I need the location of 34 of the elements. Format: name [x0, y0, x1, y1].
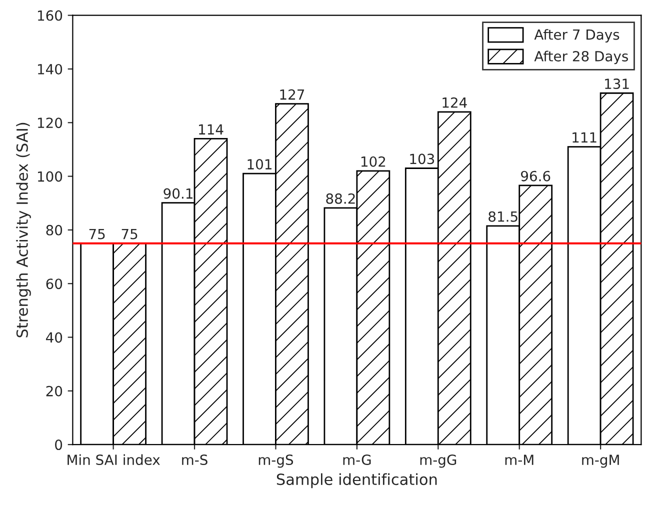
y-tick-label: 140: [38, 64, 62, 74]
data-label: 101: [248, 159, 272, 170]
x-tick-label: m-gS: [258, 454, 294, 468]
data-label: 111: [572, 132, 596, 143]
y-tick-label: 100: [38, 171, 62, 182]
data-label: 90.1: [164, 188, 192, 199]
y-axis-title: Strength Activity Index (SAI): [16, 122, 31, 338]
x-tick-label: m-gG: [420, 454, 456, 468]
data-label: 88.2: [326, 193, 355, 204]
y-tick-label: 60: [46, 278, 62, 290]
y-tick-label: 120: [38, 118, 62, 128]
y-tick-label: 0: [55, 440, 62, 450]
data-label: 131: [605, 78, 629, 90]
y-tick-label: 160: [38, 10, 62, 21]
data-label: 103: [410, 154, 434, 164]
data-label: 114: [199, 124, 224, 134]
x-tick-label: m-gM: [582, 454, 619, 468]
data-label: 81.5: [488, 211, 518, 222]
legend-label: After 28 Days: [534, 50, 628, 64]
x-tick-label: m-G: [343, 454, 371, 466]
x-tick-label: Min SAI index: [68, 454, 160, 466]
y-tick-label: 20: [46, 386, 62, 396]
data-label: 75: [89, 228, 105, 240]
data-label: 127: [280, 89, 304, 100]
data-label: 96.6: [521, 170, 550, 182]
legend-label: After 7 Days: [534, 29, 620, 43]
data-label: 102: [361, 156, 386, 167]
y-tick-label: 80: [46, 224, 62, 236]
data-label: 124: [442, 97, 467, 108]
data-label: 75: [122, 228, 138, 240]
x-tick-label: m-S: [182, 454, 208, 466]
x-tick-label: m-M: [505, 454, 534, 465]
y-tick-label: 40: [46, 332, 62, 343]
x-axis-title: Sample identification: [276, 473, 437, 488]
